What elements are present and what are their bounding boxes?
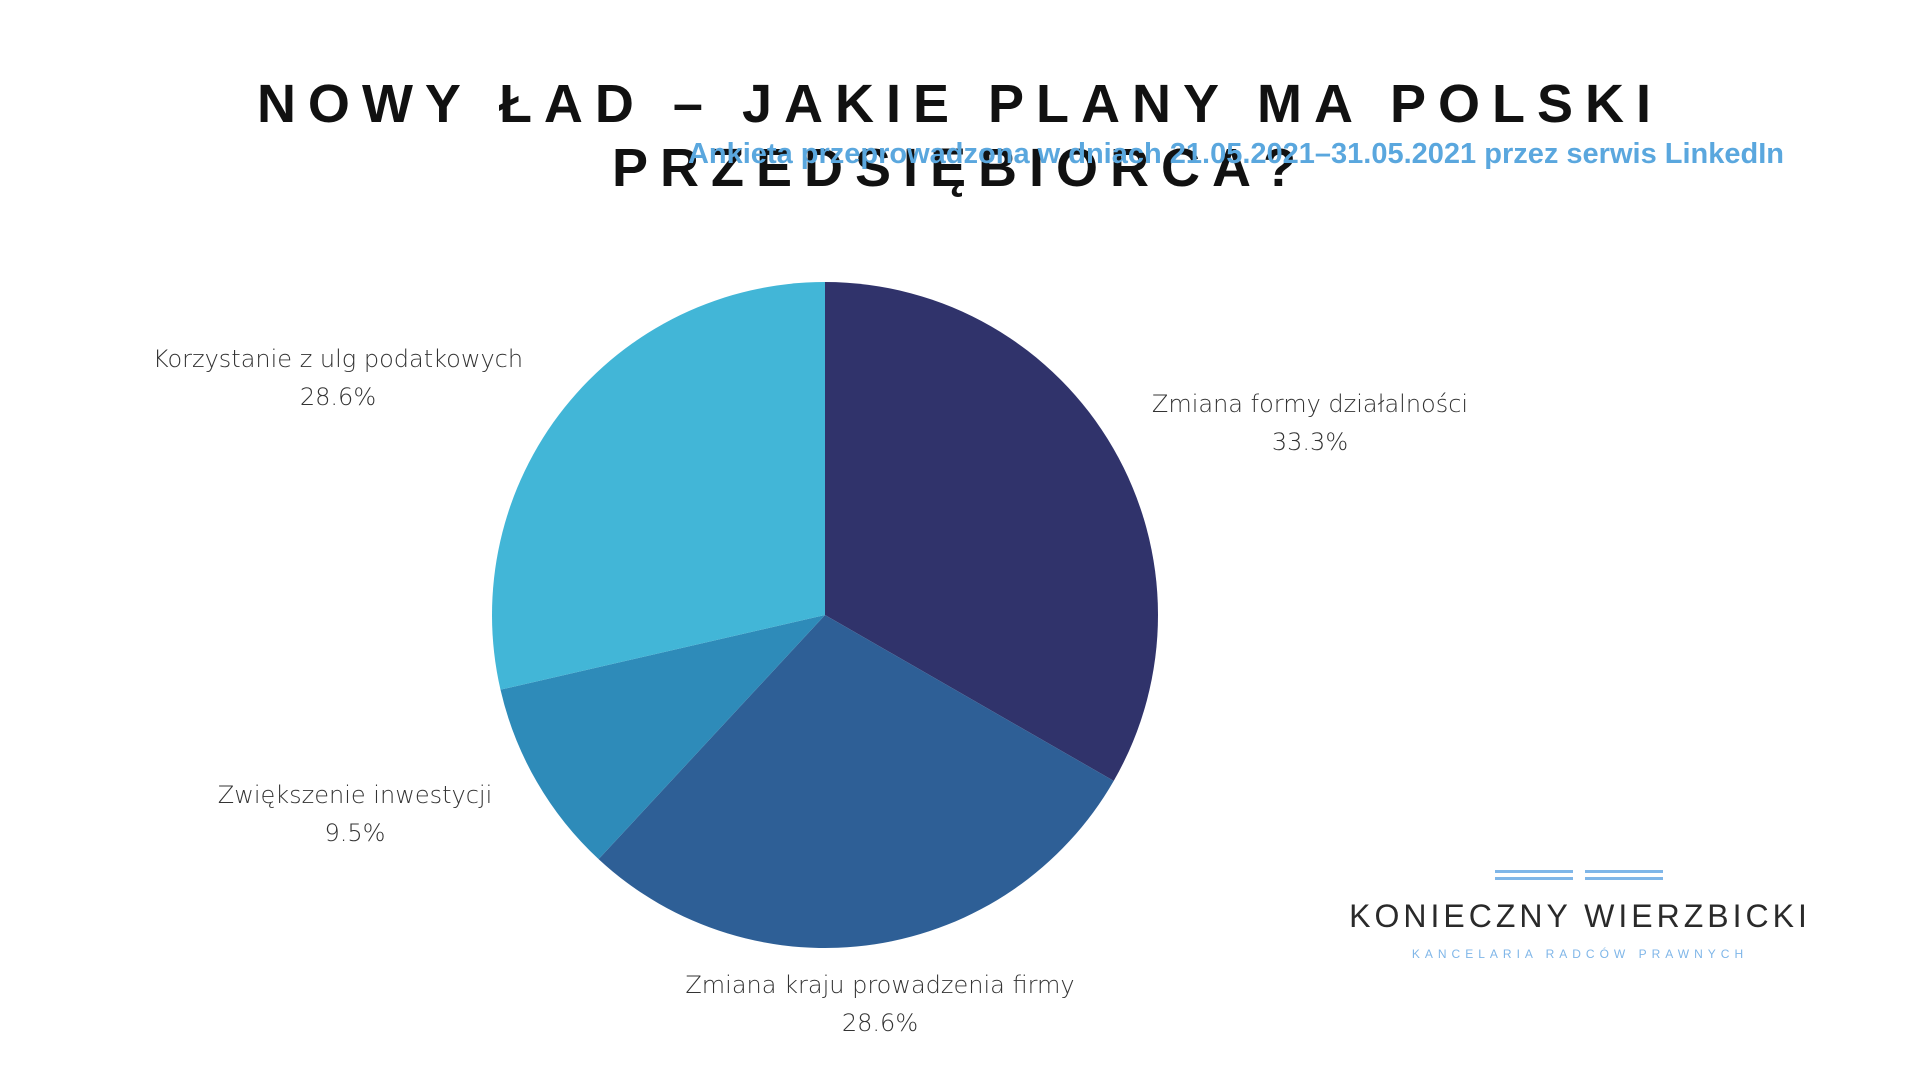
pie-slice bbox=[500, 615, 825, 860]
slice-value-label: 9.5% bbox=[325, 819, 386, 847]
logo-lines-icon bbox=[1495, 868, 1665, 884]
slice-category-label: Zmiana kraju prowadzenia firmy bbox=[685, 971, 1074, 999]
pie-labels: Zmiana formy działalności 33.3% Zmiana kra… bbox=[153, 345, 1468, 1037]
pie-slice bbox=[598, 615, 1114, 948]
chart-subtitle: Ankieta przeprowadzona w dniach 21.05.20… bbox=[687, 138, 1784, 170]
slice-category-label: Zwiększenie inwestycji bbox=[218, 781, 492, 809]
chart-title: NOWY ŁAD – JAKIE PLANY MA POLSKI PRZEDSI… bbox=[256, 74, 1664, 198]
slice-value-label: 28.6% bbox=[842, 1009, 918, 1037]
logo-tagline: KANCELARIA RADCÓW PRAWNYCH bbox=[1411, 947, 1749, 961]
pie-slice bbox=[825, 282, 1158, 781]
company-logo: KONIECZNY WIERZBICKI KANCELARIA RADCÓW P… bbox=[1330, 868, 1830, 968]
slice-value-label: 28.6% bbox=[300, 383, 376, 411]
logo-name: KONIECZNY WIERZBICKI bbox=[1349, 898, 1811, 934]
slice-category-label: Korzystanie z ulg podatkowych bbox=[153, 345, 523, 373]
slice-category-label: Zmiana formy działalności bbox=[1152, 390, 1468, 418]
pie-slices bbox=[491, 282, 1158, 948]
pie-slice bbox=[491, 282, 825, 690]
slice-value-label: 33.3% bbox=[1272, 428, 1348, 456]
